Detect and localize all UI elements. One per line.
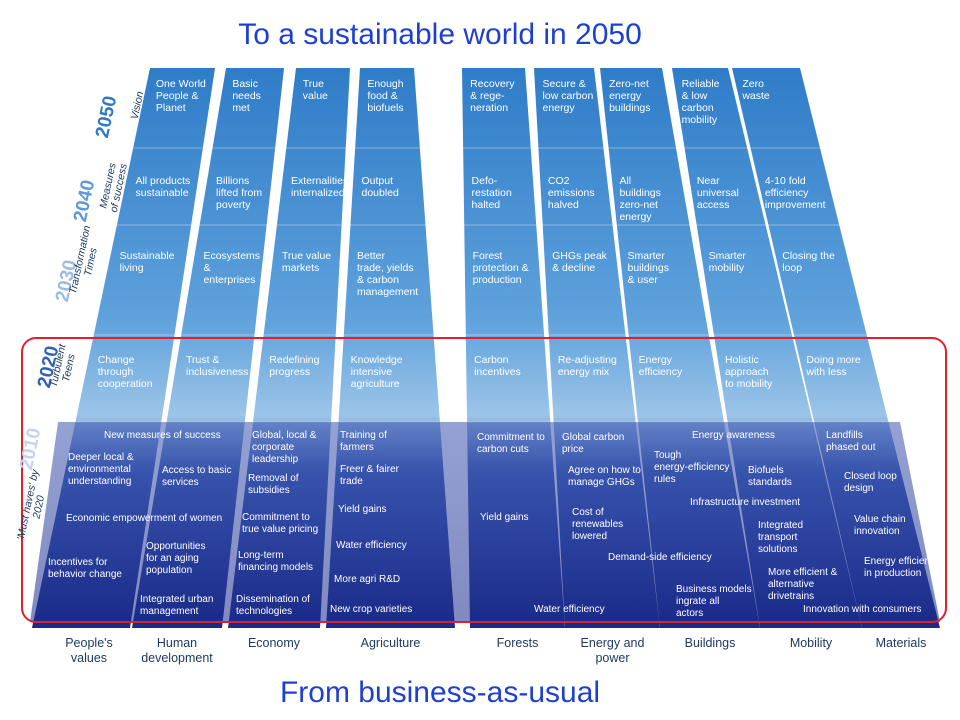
column-cell: True value xyxy=(302,78,328,102)
column-cell: Output doubled xyxy=(361,175,399,199)
year-label: 2050 xyxy=(91,94,122,140)
must-have-item: More efficient & alternative drivetrains xyxy=(768,567,838,602)
column-cell: Reliable & low carbon mobility xyxy=(681,78,720,126)
column-cell: Ecosystems & enterprises xyxy=(203,250,261,286)
column-cell: All buildings zero-net energy xyxy=(619,175,661,223)
must-have-item: Commitment to true value pricing xyxy=(242,512,319,535)
column-cell: Enough food & biofuels xyxy=(367,78,404,114)
column-cell: Defo- restation halted xyxy=(471,175,512,211)
must-have-item: Integrated transport solutions xyxy=(758,520,804,555)
must-have-item: Landfills phased out xyxy=(826,430,876,453)
must-have-item: Integrated urban management xyxy=(140,594,214,617)
row-label: Measures of success xyxy=(97,161,130,214)
must-have-item: Yield gains xyxy=(480,512,529,523)
row-label: 'Must haves' by 2020 xyxy=(14,468,48,542)
column-label: Mobility xyxy=(789,636,833,650)
column-cell: Billions lifted from poverty xyxy=(216,175,263,211)
must-have-item: Biofuels standards xyxy=(748,465,792,488)
column-cell: Recovery & rege- neration xyxy=(470,78,515,114)
column-cell: 4-10 fold efficiency improvement xyxy=(764,175,826,211)
highlight-box xyxy=(21,337,947,623)
column-cell: Near universal access xyxy=(696,175,739,211)
must-have-item: Energy awareness xyxy=(692,430,775,441)
row-label: Turbulent Teens xyxy=(47,343,78,389)
row-label: Transformation Times xyxy=(67,224,100,296)
column-cell: Better trade, yields & carbon management xyxy=(356,250,419,298)
must-have-item: Cost of renewables lowered xyxy=(572,507,624,542)
column-label: Forests xyxy=(496,636,539,650)
column-cell: Basic needs met xyxy=(232,78,261,114)
column-cell: Sustainable living xyxy=(119,250,175,274)
must-have-item: More agri R&D xyxy=(334,574,401,585)
column-cell: All products sustainable xyxy=(135,175,191,199)
must-have-item: Global carbon price xyxy=(562,432,625,455)
row-label: Vision xyxy=(128,90,147,121)
column-cell: Trust & inclusiveness xyxy=(185,354,249,378)
column-cell: Zero waste xyxy=(742,78,770,102)
column-label: Agriculture xyxy=(360,636,421,650)
must-have-item: Deeper local & environmental understandi… xyxy=(68,452,134,487)
column-label: Human development xyxy=(141,636,213,665)
column-cell: One World People & Planet xyxy=(155,78,206,114)
must-have-item: Long-term financing models xyxy=(238,550,314,573)
column-cell: Re-adjusting energy mix xyxy=(557,354,617,378)
must-have-item: Economic empowerment of women xyxy=(66,513,223,524)
must-have-item: Access to basic services xyxy=(162,465,232,488)
must-have-item: Global, local & corporate leadership xyxy=(252,430,317,465)
must-have-item: Water efficiency xyxy=(336,540,407,551)
must-have-item: Value chain innovation xyxy=(854,514,906,537)
must-haves-band xyxy=(30,422,940,622)
column-label: Economy xyxy=(247,636,301,650)
must-have-item: Yield gains xyxy=(338,504,387,515)
must-have-item: Business models ingrate all actors xyxy=(676,584,752,619)
must-have-item: Opportunities for an aging population xyxy=(146,541,206,576)
must-have-item: Water efficiency xyxy=(534,604,605,615)
must-have-item: Demand-side efficiency xyxy=(608,552,712,563)
must-have-item: Freer & fairer trade xyxy=(340,464,399,487)
column-cell: Holistic approach to mobility xyxy=(724,354,773,390)
must-have-item: Training of farmers xyxy=(340,430,387,453)
must-have-item: Incentives for behavior change xyxy=(48,557,122,580)
must-have-item: Dissemination of technologies xyxy=(236,594,310,617)
column-cell: Energy efficiency xyxy=(638,354,683,378)
column-cell: True value markets xyxy=(281,250,332,274)
page-subtitle: From business-as-usual xyxy=(279,676,601,709)
column-label: Materials xyxy=(875,636,927,650)
must-have-item: Innovation with consumers xyxy=(803,604,922,615)
page-title: To a sustainable world in 2050 xyxy=(238,18,642,51)
must-have-item: Tough energy-efficiency rules xyxy=(654,450,730,485)
must-have-item: Agree on how to manage GHGs xyxy=(568,465,641,488)
column-cell: Smarter buildings & user xyxy=(627,250,669,286)
must-have-item: New measures of success xyxy=(104,430,221,441)
must-have-item: New crop varieties xyxy=(330,604,413,615)
column-cell: Doing more with less xyxy=(806,354,861,378)
column-cell: Redefining progress xyxy=(269,354,320,378)
column-cell: Externalities internalized xyxy=(291,175,349,199)
column-cell: Carbon incentives xyxy=(474,354,521,378)
must-have-item: Infrastructure investment xyxy=(690,497,801,508)
column-label: People's values xyxy=(65,636,113,665)
column-label: Buildings xyxy=(684,636,736,650)
must-have-item: Commitment to carbon cuts xyxy=(477,432,545,455)
column-cell: Forest protection & production xyxy=(472,250,529,286)
column-cell: Secure & low carbon energy xyxy=(542,78,594,114)
column-cell: Change through cooperation xyxy=(97,354,153,390)
column-cell: Smarter mobility xyxy=(708,250,746,274)
must-have-item: Energy efficiency in production xyxy=(864,556,940,579)
column-cell: Zero-net energy buildings xyxy=(609,78,651,114)
must-have-item: Closed loop design xyxy=(844,471,897,494)
column-cell: GHGs peak & decline xyxy=(552,250,607,274)
column-cell: Knowledge intensive agriculture xyxy=(350,354,403,390)
column-cell: Closing the loop xyxy=(782,250,835,274)
column-cell: CO2 emissions halved xyxy=(547,175,595,211)
must-have-item: Removal of subsidies xyxy=(248,473,299,496)
column-label: Energy and power xyxy=(580,636,645,665)
